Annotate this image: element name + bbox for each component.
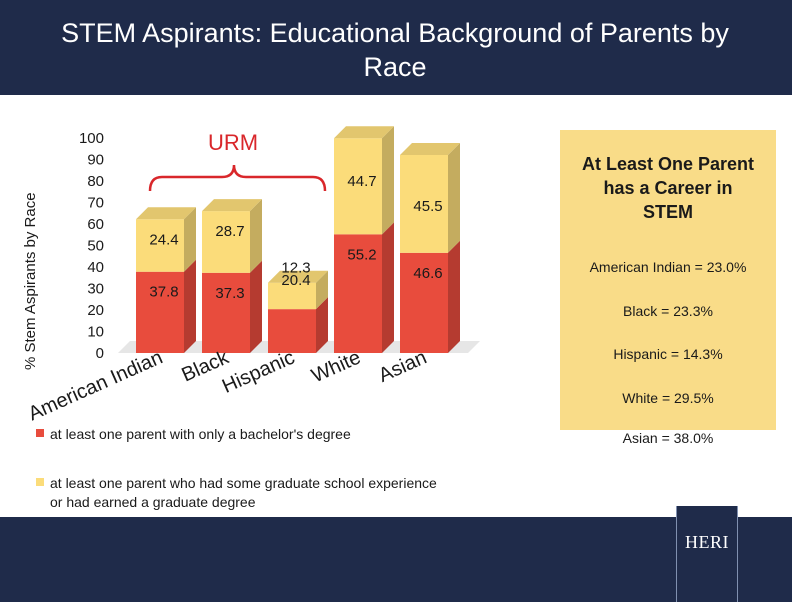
bar-segment — [400, 154, 448, 253]
data-label: 46.6 — [413, 265, 442, 282]
stem-career-white: White = 29.5% — [622, 390, 714, 406]
bar-segment — [136, 219, 184, 272]
logo-text: HERI — [685, 532, 729, 552]
data-label: 37.8 — [149, 284, 178, 301]
bar-segment — [268, 282, 316, 310]
y-tick-label: 100 — [79, 130, 104, 147]
stem-career-heading: At Least One Parent has a Career in STEM — [560, 152, 776, 224]
bar-segment — [400, 252, 448, 353]
heading-line-2: has a Career in — [603, 178, 733, 198]
bar-top-face — [268, 270, 328, 283]
bar-top-face — [400, 142, 460, 155]
title-band — [0, 0, 792, 95]
stem-career-hispanic: Hispanic = 14.3% — [613, 346, 723, 362]
category-label: Hispanic — [219, 346, 298, 397]
y-tick-label: 20 — [87, 302, 104, 319]
data-label: 12.3 — [281, 260, 310, 277]
heri-logo: HERI — [676, 506, 738, 602]
y-tick-label: 60 — [87, 216, 104, 233]
heading-line-1: At Least One Parent — [581, 154, 755, 174]
data-label: 45.5 — [413, 198, 442, 215]
stem-career-american-indian: American Indian = 23.0% — [589, 259, 747, 275]
bar-segment-side — [250, 260, 262, 353]
stem-career-panel: At Least One Parent has a Career in STEM… — [560, 130, 776, 430]
bar-segment-side — [184, 259, 196, 353]
bar-segment — [136, 271, 184, 353]
bar-segment — [202, 211, 250, 273]
y-tick-label: 70 — [87, 195, 104, 212]
data-label: 37.3 — [215, 285, 244, 302]
y-tick-label: 40 — [87, 259, 104, 276]
data-label: 44.7 — [347, 173, 376, 190]
bar-segment-side — [184, 207, 196, 272]
bar-segment — [268, 309, 316, 353]
bar-segment-side — [448, 240, 460, 353]
bar-segment-side — [382, 222, 394, 353]
bar-top-face — [334, 126, 394, 139]
data-label: 55.2 — [347, 246, 376, 263]
legend-graduate-line-2: or had earned a graduate degree — [50, 494, 256, 510]
y-tick-label: 80 — [87, 173, 104, 190]
bar-segment-side — [316, 297, 328, 353]
y-tick-label: 30 — [87, 281, 104, 298]
bar-top-face — [202, 199, 262, 212]
bar-segment-side — [382, 126, 394, 235]
y-tick-label: 0 — [96, 345, 104, 362]
y-tick-label: 50 — [87, 238, 104, 255]
urm-annotation: URM — [208, 130, 258, 155]
urm-bracket — [148, 164, 327, 192]
stem-career-black: Black = 23.3% — [623, 303, 713, 319]
bar-segment-side — [316, 270, 328, 310]
bar-segment — [202, 272, 250, 353]
y-tick-label: 10 — [87, 324, 104, 341]
data-label: 28.7 — [215, 223, 244, 240]
data-label: 24.4 — [149, 231, 178, 248]
legend-swatch-bachelor — [36, 429, 44, 437]
bar-segment-side — [448, 142, 460, 253]
bar-segment — [334, 234, 382, 353]
slide-title: STEM Aspirants: Educational Background o… — [61, 18, 729, 82]
bar-top-face — [136, 207, 196, 220]
legend-label-bachelor: at least one parent with only a bachelor… — [50, 426, 351, 442]
stem-career-asian: Asian = 38.0% — [622, 430, 714, 446]
bar-segment — [334, 138, 382, 235]
legend-swatch-graduate — [36, 478, 44, 486]
bar-segment-side — [250, 199, 262, 273]
data-label: 20.4 — [281, 272, 310, 289]
footer-band — [0, 517, 792, 602]
legend-graduate-line-1: at least one parent who had some graduat… — [50, 475, 437, 491]
legend-label-graduate: at least one parent who had some graduat… — [50, 474, 437, 512]
heading-line-3: STEM — [642, 202, 693, 222]
y-tick-label: 90 — [87, 152, 104, 169]
